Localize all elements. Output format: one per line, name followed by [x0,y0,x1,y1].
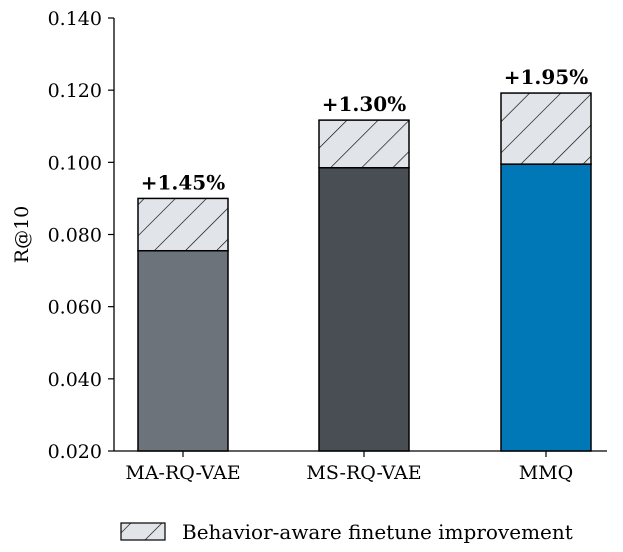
bar-improvement [137,197,229,252]
x-tick-label: MMQ [519,462,574,484]
labels: MA-RQ-VAE +1.45% MS-RQ-VAE +1.30% MMQ +1.95% [125,65,588,484]
y-tick-label: 0.120 [48,80,102,102]
axes: 0.020 0.040 0.060 0.080 0.100 0.120 0.140 R@10 [11,8,607,463]
y-tick-label: 0.020 [48,441,102,463]
y-tick-label: 0.060 [48,297,102,319]
y-tick-label: 0.040 [48,369,102,391]
improvement-label: +1.95% [504,65,588,89]
legend-label: Behavior-aware finetune improvement [182,520,573,544]
legend: Behavior-aware finetune improvement [120,520,573,544]
bar-base [500,163,592,452]
bar-base [318,166,410,452]
x-tick-label: MA-RQ-VAE [125,462,240,484]
improvement-label: +1.45% [141,170,225,194]
bar-improvement [500,92,592,165]
y-tick-label: 0.100 [48,152,102,174]
legend-swatch [120,522,166,541]
y-axis-title: R@10 [11,206,33,263]
improvement-label: +1.30% [322,92,406,116]
y-tick-label: 0.140 [48,8,102,30]
y-tick-label: 0.080 [48,225,102,247]
bar-base [137,249,229,452]
bars [137,92,592,452]
x-tick-label: MS-RQ-VAE [306,462,421,484]
bar-improvement [318,119,410,169]
